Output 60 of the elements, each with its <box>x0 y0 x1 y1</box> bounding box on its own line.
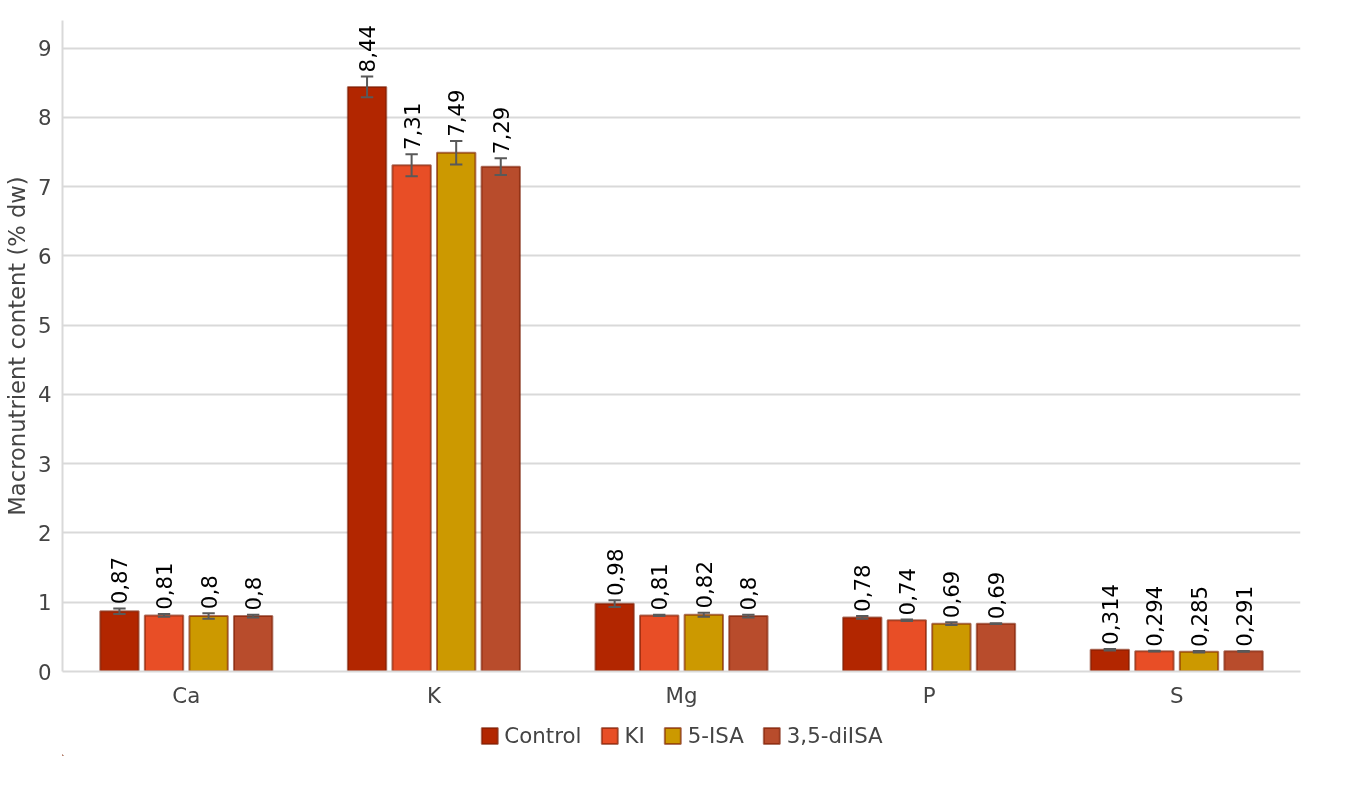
bar <box>594 602 635 672</box>
data-label: 0,82 <box>691 560 717 609</box>
data-label: 8,44 <box>355 24 381 73</box>
data-label: 0,285 <box>1186 585 1212 647</box>
y-tick-label: 9 <box>37 36 52 62</box>
y-tick-label: 4 <box>37 382 52 408</box>
data-label: 0,74 <box>894 567 920 616</box>
y-tick-label: 3 <box>37 451 52 477</box>
data-label: 7,49 <box>444 89 470 137</box>
bar <box>232 615 274 672</box>
data-label: 0,69 <box>983 571 1009 620</box>
bar <box>99 610 140 672</box>
legend-label: Control <box>504 722 582 748</box>
data-label: 0,81 <box>152 562 178 610</box>
data-label: 0,8 <box>196 575 222 610</box>
bar <box>1134 650 1175 672</box>
bar <box>1223 650 1264 672</box>
bar <box>639 614 680 672</box>
bar <box>435 151 477 672</box>
y-tick-label: 5 <box>37 313 52 339</box>
legend-label: 5-ISA <box>687 722 744 748</box>
data-label: 0,8 <box>241 576 267 611</box>
bar <box>391 164 432 672</box>
data-label: 0,8 <box>736 576 762 611</box>
bar <box>886 619 928 672</box>
bar <box>188 615 229 672</box>
data-label: 0,87 <box>107 556 133 605</box>
bar <box>728 615 769 672</box>
data-label: 0,78 <box>850 564 876 612</box>
x-tick-label: P <box>922 682 936 708</box>
bar <box>1178 650 1220 672</box>
bar <box>842 616 883 672</box>
bar <box>143 614 185 672</box>
y-tick-label: 8 <box>37 105 52 131</box>
x-tick-label: K <box>426 682 442 708</box>
data-label: 0,81 <box>647 563 673 611</box>
y-tick-label: 6 <box>37 243 52 269</box>
data-label: 0,314 <box>1097 583 1123 645</box>
bar <box>975 622 1017 672</box>
bar <box>683 613 724 672</box>
x-tick-label: Mg <box>665 682 698 708</box>
bar <box>1089 648 1131 672</box>
y-axis-title: Macronutrient content (% dw) <box>3 176 30 516</box>
data-label: 0,294 <box>1142 585 1168 647</box>
data-label: 7,29 <box>488 106 514 155</box>
data-label: 0,98 <box>602 548 628 597</box>
legend-label: 3,5-diISA <box>786 722 883 748</box>
y-tick-label: 2 <box>37 520 52 546</box>
bar <box>931 622 972 672</box>
y-tick-label: 7 <box>37 174 52 200</box>
legend-label: KI <box>624 722 645 748</box>
y-tick-label: 0 <box>37 659 52 685</box>
data-label: 0,291 <box>1231 585 1257 647</box>
bar <box>346 85 388 672</box>
data-label: 0,69 <box>939 570 965 619</box>
y-tick-label: 1 <box>37 590 52 616</box>
bar <box>480 165 521 672</box>
x-tick-label: S <box>1169 682 1184 708</box>
x-tick-label: Ca <box>172 682 201 708</box>
data-label: 7,31 <box>399 102 425 151</box>
